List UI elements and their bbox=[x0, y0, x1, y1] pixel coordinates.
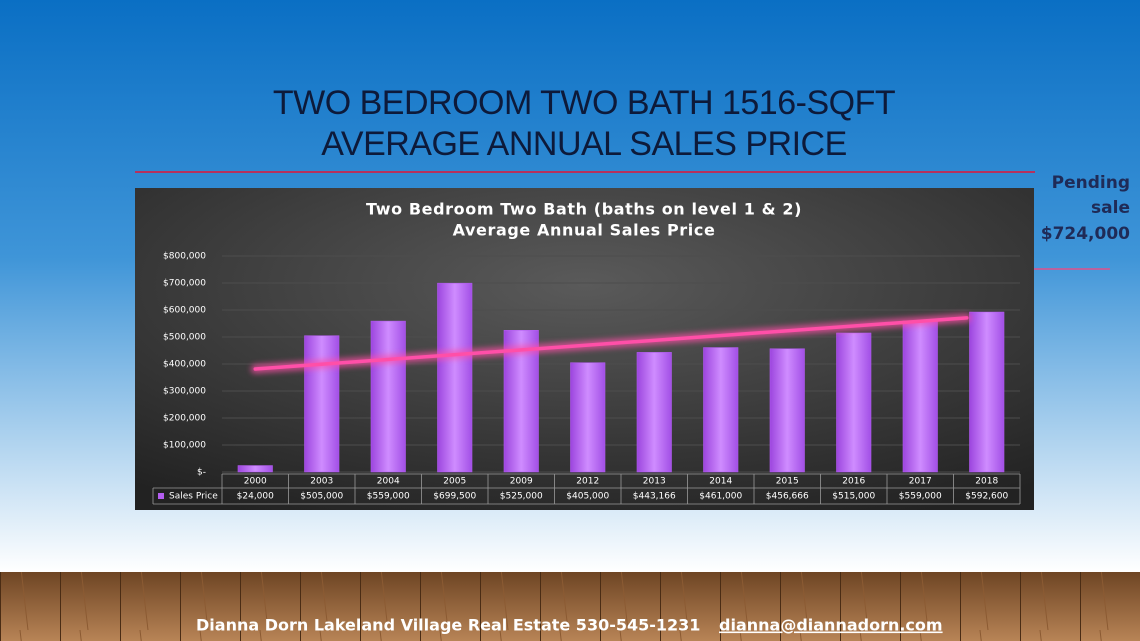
data-table-value: $443,166 bbox=[633, 492, 676, 502]
data-table-value: $699,500 bbox=[433, 492, 476, 502]
y-tick-label: $- bbox=[197, 468, 206, 478]
data-table-value: $515,000 bbox=[832, 492, 875, 502]
y-tick-label: $100,000 bbox=[163, 441, 206, 451]
trendline bbox=[253, 316, 969, 371]
x-tick-label: 2017 bbox=[909, 477, 932, 487]
data-table-value: $505,000 bbox=[300, 492, 343, 502]
x-tick-label: 2012 bbox=[576, 477, 599, 487]
bar bbox=[902, 320, 938, 473]
x-tick-label: 2016 bbox=[842, 477, 865, 487]
y-tick-label: $800,000 bbox=[163, 252, 206, 262]
x-tick-label: 2009 bbox=[510, 477, 533, 487]
side-note: Pending bbox=[1052, 173, 1130, 193]
plot: $- $100,000 $200,000 $300,000 $400,000 $500,0… bbox=[152, 252, 1021, 505]
y-tick-label: $500,000 bbox=[163, 333, 206, 343]
side-note: $724,000 bbox=[1041, 224, 1130, 244]
chart-title: Two Bedroom Two Bath (baths on level 1 &… bbox=[366, 200, 802, 219]
bar bbox=[636, 352, 672, 473]
footer-email[interactable]: dianna@diannadorn.com bbox=[719, 616, 943, 635]
x-tick-label: 2018 bbox=[975, 477, 998, 487]
x-tick-label: 2003 bbox=[310, 477, 333, 487]
bar bbox=[836, 332, 872, 473]
x-tick-label: 2004 bbox=[377, 477, 400, 487]
data-table-value: $456,666 bbox=[766, 492, 809, 502]
legend-swatch bbox=[158, 493, 164, 499]
footer-contact: Dianna Dorn Lakeland Village Real Estate… bbox=[196, 616, 700, 635]
y-tick-label: $200,000 bbox=[163, 414, 206, 424]
data-table-value: $559,000 bbox=[899, 492, 942, 502]
data-table-value: $24,000 bbox=[237, 492, 274, 502]
bar bbox=[237, 465, 273, 473]
data-table-value: $461,000 bbox=[699, 492, 742, 502]
chart-title: Average Annual Sales Price bbox=[453, 221, 716, 240]
x-tick-label: 2014 bbox=[709, 477, 732, 487]
data-table-value: $405,000 bbox=[566, 492, 609, 502]
slide-title: AVERAGE ANNUAL SALES PRICE bbox=[321, 125, 847, 163]
x-tick-label: 2015 bbox=[776, 477, 799, 487]
data-table-value: $559,000 bbox=[367, 492, 410, 502]
side-note: sale bbox=[1091, 198, 1130, 218]
bar bbox=[437, 282, 473, 473]
bar bbox=[304, 335, 340, 473]
x-tick-label: 2013 bbox=[643, 477, 666, 487]
y-tick-label: $300,000 bbox=[163, 387, 206, 397]
y-tick-label: $400,000 bbox=[163, 360, 206, 370]
data-table-value: $525,000 bbox=[500, 492, 543, 502]
bar bbox=[370, 320, 406, 473]
y-tick-label: $600,000 bbox=[163, 306, 206, 316]
bar bbox=[570, 362, 606, 473]
y-tick-label: $700,000 bbox=[163, 279, 206, 289]
x-tick-label: 2005 bbox=[443, 477, 466, 487]
bar bbox=[703, 347, 739, 473]
x-tick-label: 2000 bbox=[244, 477, 267, 487]
bar bbox=[969, 311, 1005, 473]
bar bbox=[769, 348, 805, 473]
slide-title: TWO BEDROOM TWO BATH 1516-SQFT bbox=[273, 84, 895, 122]
floor-planks bbox=[0, 572, 1140, 641]
data-table-value: $592,600 bbox=[965, 492, 1008, 502]
legend-label: Sales Price bbox=[169, 492, 218, 502]
